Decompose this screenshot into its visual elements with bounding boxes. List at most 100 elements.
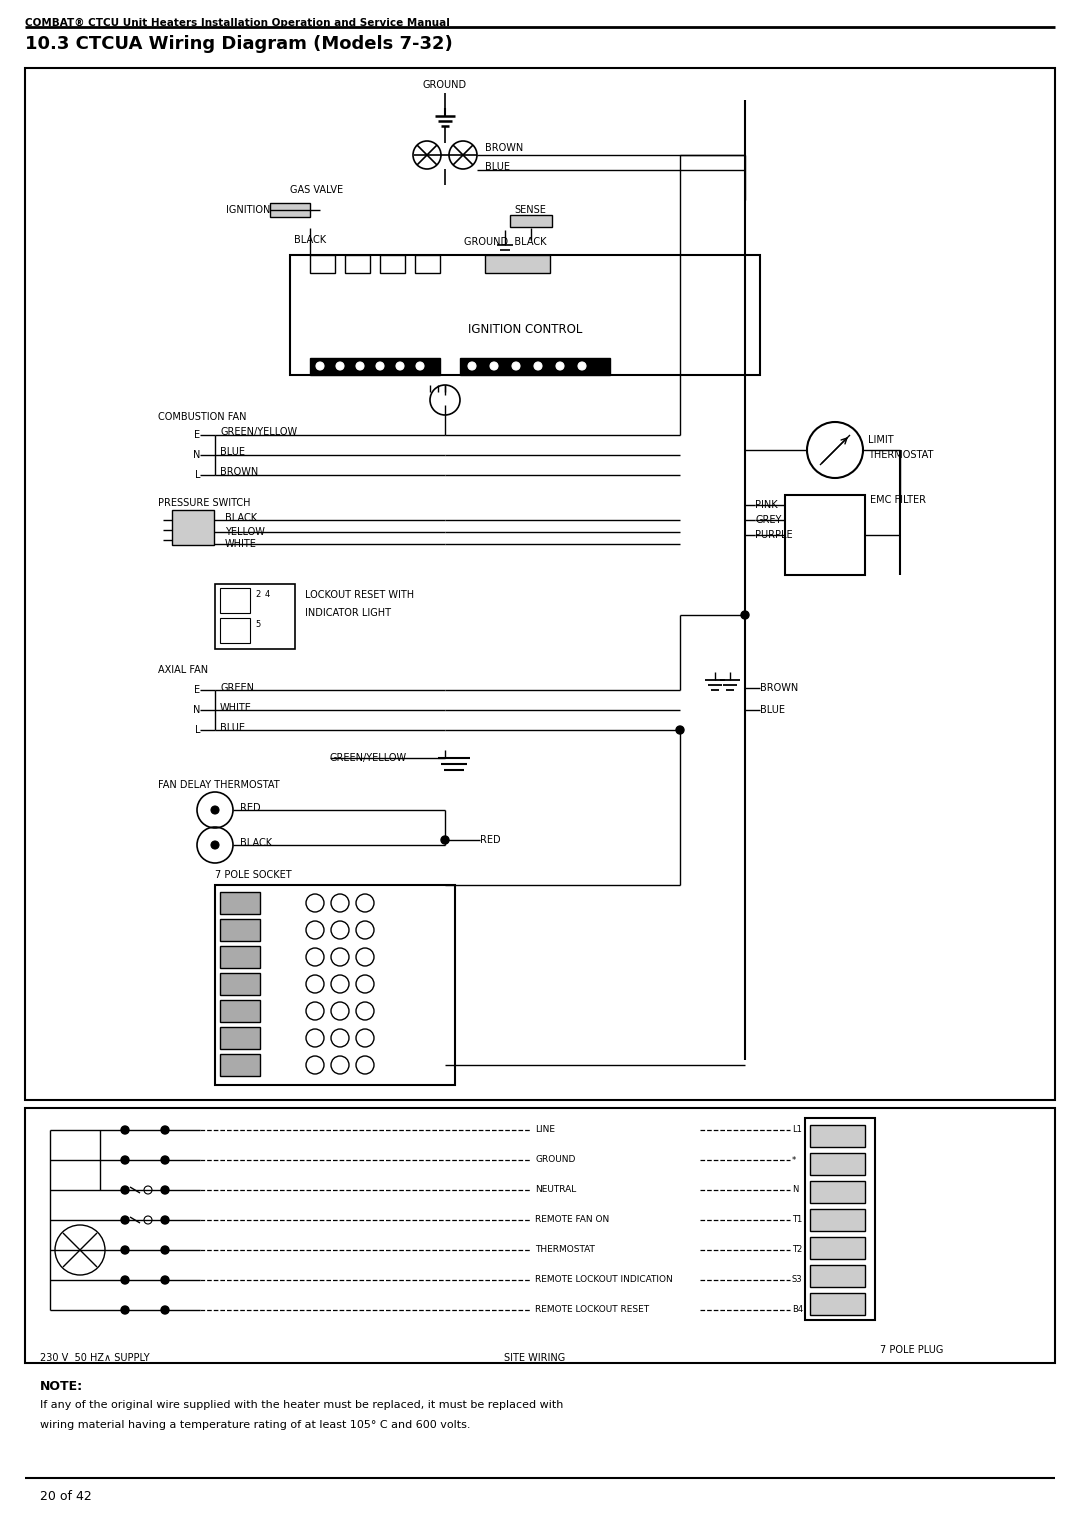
Circle shape (316, 362, 324, 370)
Text: BROWN: BROWN (760, 683, 798, 693)
Text: NOTE:: NOTE: (40, 1380, 83, 1393)
Text: N: N (192, 450, 200, 460)
Bar (220, 1054, 260, 1077)
Text: GREEN/YELLOW: GREEN/YELLOW (330, 753, 407, 764)
Text: GROUND  BLACK: GROUND BLACK (463, 237, 546, 247)
Circle shape (161, 1277, 168, 1284)
Circle shape (211, 806, 219, 814)
Circle shape (512, 362, 519, 370)
Bar (220, 947, 260, 968)
Circle shape (161, 1246, 168, 1254)
Bar (220, 618, 249, 643)
Text: THERMOSTAT: THERMOSTAT (868, 450, 933, 460)
Text: RED: RED (480, 835, 501, 844)
Text: AXIAL FAN: AXIAL FAN (158, 664, 208, 675)
Text: 7 POLE SOCKET: 7 POLE SOCKET (215, 870, 292, 880)
Circle shape (490, 362, 498, 370)
Text: REMOTE FAN ON: REMOTE FAN ON (535, 1215, 609, 1225)
Bar (291, 255, 760, 376)
Bar (810, 1180, 865, 1203)
Text: RED: RED (240, 803, 260, 812)
Text: 7 POLE PLUG: 7 POLE PLUG (880, 1345, 943, 1354)
Text: 2: 2 (255, 591, 260, 600)
Text: 4: 4 (265, 591, 270, 600)
Bar (215, 583, 295, 649)
Circle shape (356, 362, 364, 370)
Text: REMOTE LOCKOUT RESET: REMOTE LOCKOUT RESET (535, 1306, 649, 1315)
Circle shape (121, 1306, 129, 1315)
Circle shape (211, 841, 219, 849)
Text: NEUTRAL: NEUTRAL (535, 1185, 577, 1194)
Text: BROWN: BROWN (485, 144, 523, 153)
Text: BLUE: BLUE (220, 447, 245, 457)
Circle shape (121, 1215, 129, 1225)
Text: SENSE: SENSE (514, 205, 545, 215)
Text: N: N (192, 705, 200, 715)
Text: IGNITION: IGNITION (226, 205, 270, 215)
Circle shape (161, 1125, 168, 1135)
Text: T1: T1 (792, 1215, 802, 1225)
Bar (810, 1153, 865, 1174)
Circle shape (676, 725, 684, 734)
Circle shape (121, 1156, 129, 1164)
Circle shape (441, 835, 449, 844)
Text: LIMIT: LIMIT (868, 435, 893, 444)
Text: BLUE: BLUE (485, 162, 510, 173)
Text: BLACK: BLACK (294, 235, 326, 244)
Bar (485, 255, 550, 273)
Text: GROUND: GROUND (423, 79, 467, 90)
Text: IGNITION CONTROL: IGNITION CONTROL (468, 324, 582, 336)
Text: T2: T2 (792, 1246, 802, 1255)
Text: PURPLE: PURPLE (755, 530, 793, 541)
Text: BLUE: BLUE (760, 705, 785, 715)
Text: 20 of 42: 20 of 42 (40, 1490, 92, 1503)
Text: LOCKOUT RESET WITH: LOCKOUT RESET WITH (305, 589, 414, 600)
Bar (785, 495, 865, 576)
Bar (810, 1125, 865, 1147)
Circle shape (161, 1215, 168, 1225)
Bar (220, 973, 260, 996)
Text: L1: L1 (792, 1125, 801, 1135)
Circle shape (161, 1156, 168, 1164)
Text: N: N (792, 1185, 798, 1194)
Bar (415, 255, 440, 273)
Text: PRESSURE SWITCH: PRESSURE SWITCH (158, 498, 251, 508)
Text: YELLOW: YELLOW (225, 527, 265, 538)
Circle shape (416, 362, 424, 370)
Bar (220, 1028, 260, 1049)
Bar (810, 1237, 865, 1258)
Text: 230 V  50 HZ∧ SUPPLY: 230 V 50 HZ∧ SUPPLY (40, 1353, 150, 1364)
Text: GROUND: GROUND (535, 1156, 576, 1165)
Text: LINE: LINE (535, 1125, 555, 1135)
Circle shape (121, 1125, 129, 1135)
Bar (215, 886, 455, 1086)
Text: WHITE: WHITE (220, 702, 252, 713)
Text: GAS VALVE: GAS VALVE (291, 185, 343, 195)
Bar (460, 357, 610, 376)
Bar (270, 203, 310, 217)
Text: L: L (194, 725, 200, 734)
Text: 5: 5 (255, 620, 260, 629)
Circle shape (121, 1246, 129, 1254)
Bar (310, 357, 440, 376)
Circle shape (468, 362, 476, 370)
Bar (810, 1209, 865, 1231)
Bar (380, 255, 405, 273)
Text: FAN DELAY THERMOSTAT: FAN DELAY THERMOSTAT (158, 780, 280, 789)
Circle shape (336, 362, 345, 370)
Text: BLACK: BLACK (240, 838, 272, 847)
Text: 10.3 CTCUA Wiring Diagram (Models 7-32): 10.3 CTCUA Wiring Diagram (Models 7-32) (25, 35, 453, 53)
Bar (510, 215, 552, 228)
Bar (172, 510, 214, 545)
Text: THERMOSTAT: THERMOSTAT (535, 1246, 595, 1255)
Text: B4: B4 (792, 1306, 804, 1315)
Text: If any of the original wire supplied with the heater must be replaced, it must b: If any of the original wire supplied wit… (40, 1400, 564, 1409)
Circle shape (121, 1186, 129, 1194)
Text: BROWN: BROWN (220, 467, 258, 476)
Bar (805, 1118, 875, 1319)
Text: INDICATOR LIGHT: INDICATOR LIGHT (305, 608, 391, 618)
Bar (810, 1264, 865, 1287)
Circle shape (741, 611, 750, 618)
Text: EMC FILTER: EMC FILTER (870, 495, 926, 505)
Text: WHITE: WHITE (225, 539, 257, 550)
